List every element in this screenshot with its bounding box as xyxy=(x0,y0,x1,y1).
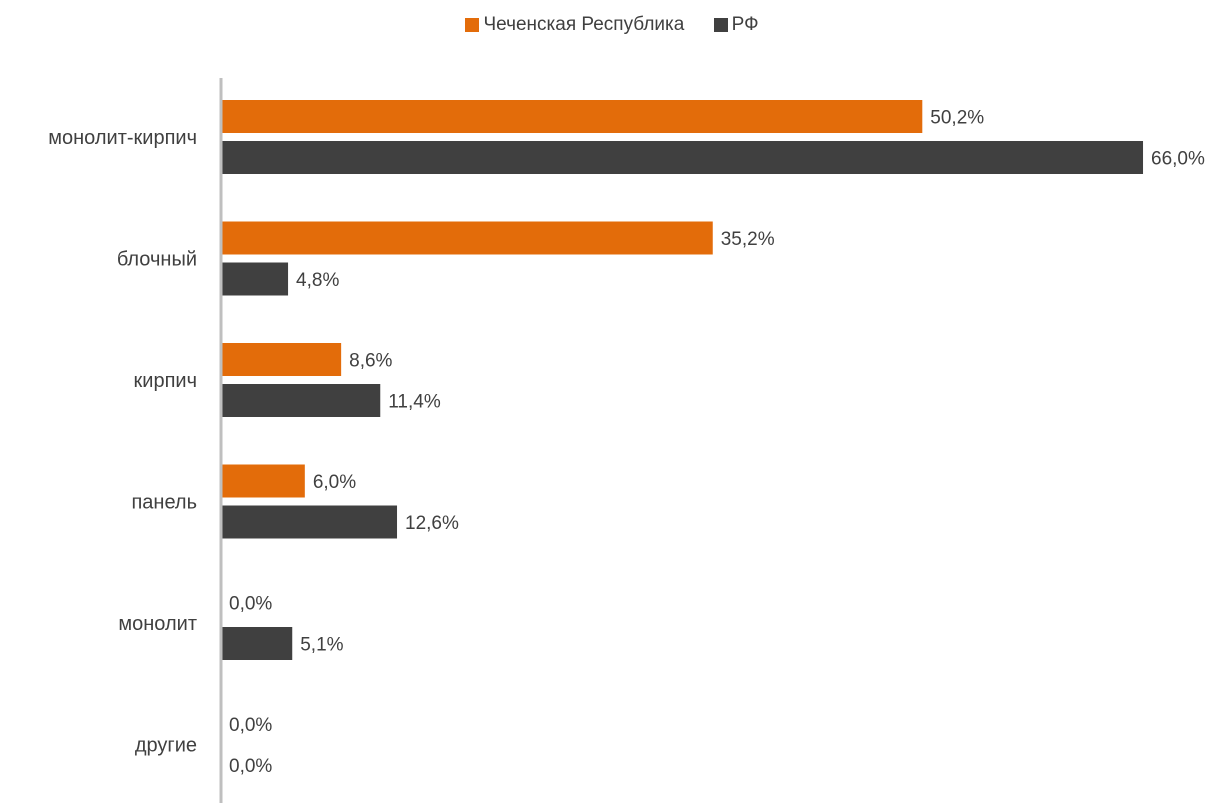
category-label: другие xyxy=(135,735,197,757)
category-label: блочный xyxy=(117,249,197,271)
legend-item-chechen: Чеченская Республика xyxy=(465,14,684,36)
data-label-chechen: 0,0% xyxy=(229,594,272,615)
data-label-chechen: 6,0% xyxy=(313,472,356,493)
bar-chechen xyxy=(221,464,305,498)
legend-label-rf: РФ xyxy=(731,14,759,35)
bar-rf xyxy=(221,262,289,296)
data-label-rf: 12,6% xyxy=(405,513,459,534)
data-label-rf: 5,1% xyxy=(300,635,343,656)
data-label-rf: 0,0% xyxy=(229,756,272,777)
bar-rf xyxy=(221,505,398,539)
data-label-chechen: 35,2% xyxy=(721,229,775,250)
bar-rf xyxy=(221,384,381,417)
legend-swatch-rf xyxy=(713,18,728,32)
legend-label-chechen: Чеченская Республика xyxy=(483,14,685,35)
bar-chechen xyxy=(221,221,713,255)
data-label-rf: 11,4% xyxy=(388,392,441,413)
bar-chechen xyxy=(221,100,923,133)
bar-rf xyxy=(221,141,1144,174)
data-label-chechen: 50,2% xyxy=(930,108,984,129)
bar-chechen xyxy=(221,343,342,376)
legend: Чеченская Республика РФ xyxy=(0,14,1224,38)
category-label: монолит xyxy=(118,613,197,635)
data-label-rf: 4,8% xyxy=(296,270,339,291)
data-label-rf: 66,0% xyxy=(1151,149,1205,170)
bar-rf xyxy=(221,627,293,660)
legend-swatch-chechen xyxy=(465,18,480,32)
data-label-chechen: 0,0% xyxy=(229,715,272,736)
legend-item-rf: РФ xyxy=(713,14,759,36)
category-label: монолит-кирпич xyxy=(48,127,197,149)
category-label: панель xyxy=(131,492,197,514)
data-label-chechen: 8,6% xyxy=(349,351,392,372)
category-label: кирпич xyxy=(134,370,197,392)
